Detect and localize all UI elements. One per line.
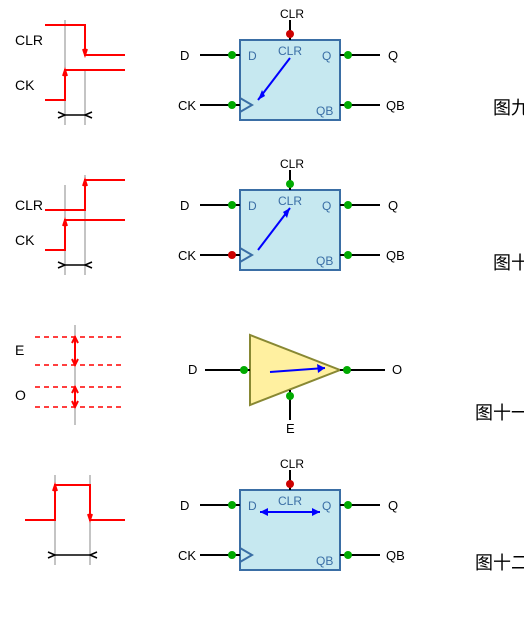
- inner-label-d: D: [248, 199, 257, 213]
- pin-label-d: D: [180, 198, 189, 213]
- pin-label-ck: CK: [178, 248, 196, 263]
- inner-label-qb: QB: [316, 254, 333, 268]
- pin-label-q: Q: [388, 198, 398, 213]
- pin-label-qb: QB: [386, 98, 405, 113]
- timing-fig11: E O: [10, 315, 140, 435]
- schematic-fig11: D O E: [140, 310, 420, 440]
- timing-fig12: [10, 465, 140, 585]
- pin-label-clr-top: CLR: [280, 7, 304, 21]
- schematic-fig12: CLR D D CK Q Q QB QB CLR: [140, 460, 420, 590]
- inner-label-clr: CLR: [278, 194, 302, 208]
- caption-fig11: 图十一: [475, 399, 524, 425]
- inner-label-q: Q: [322, 499, 331, 513]
- timing-label-ck: CK: [15, 77, 35, 93]
- inner-label-d: D: [248, 499, 257, 513]
- pin-label-qb: QB: [386, 548, 405, 563]
- pin-label-q: Q: [388, 498, 398, 513]
- timing-fig10: CLR CK: [10, 165, 140, 285]
- timing-label-o: O: [15, 387, 26, 403]
- pin-label-e: E: [286, 421, 295, 436]
- pin-label-d: D: [180, 498, 189, 513]
- pin-label-o: O: [392, 362, 402, 377]
- timing-label-ck: CK: [15, 232, 35, 248]
- schematic-fig10: CLR D D CK Q Q QB QB CLR: [140, 160, 420, 290]
- caption-fig10: 图十: [493, 249, 524, 275]
- timing-label-clr: CLR: [15, 32, 43, 48]
- pin-label-ck: CK: [178, 548, 196, 563]
- timing-label-e: E: [15, 342, 24, 358]
- inner-label-d: D: [248, 49, 257, 63]
- pin-label-clr-top: CLR: [280, 457, 304, 471]
- row-fig9: CLR CK CLR D D CK Q Q: [10, 10, 524, 140]
- inner-label-qb: QB: [316, 104, 333, 118]
- pin-label-clr-top: CLR: [280, 157, 304, 171]
- pin-label-d: D: [180, 48, 189, 63]
- caption-fig12: 图十二: [475, 549, 524, 575]
- inner-label-q: Q: [322, 49, 331, 63]
- caption-fig9: 图九: [493, 94, 524, 120]
- inner-label-qb: QB: [316, 554, 333, 568]
- inner-label-clr: CLR: [278, 44, 302, 58]
- row-fig10: CLR CK CLR D D CK Q Q QB QB CLR: [10, 160, 524, 290]
- timing-label-clr: CLR: [15, 197, 43, 213]
- timing-fig9: CLR CK: [10, 15, 140, 135]
- pin-label-d: D: [188, 362, 197, 377]
- inner-label-q: Q: [322, 199, 331, 213]
- pin-label-q: Q: [388, 48, 398, 63]
- pin-label-qb: QB: [386, 248, 405, 263]
- row-fig11: E O D O E 图十一: [10, 310, 524, 440]
- row-fig12: CLR D D CK Q Q QB QB CLR 图十二: [10, 460, 524, 590]
- pin-label-ck: CK: [178, 98, 196, 113]
- schematic-fig9: CLR D D CK Q Q QB QB CLR: [140, 10, 420, 140]
- inner-label-clr: CLR: [278, 494, 302, 508]
